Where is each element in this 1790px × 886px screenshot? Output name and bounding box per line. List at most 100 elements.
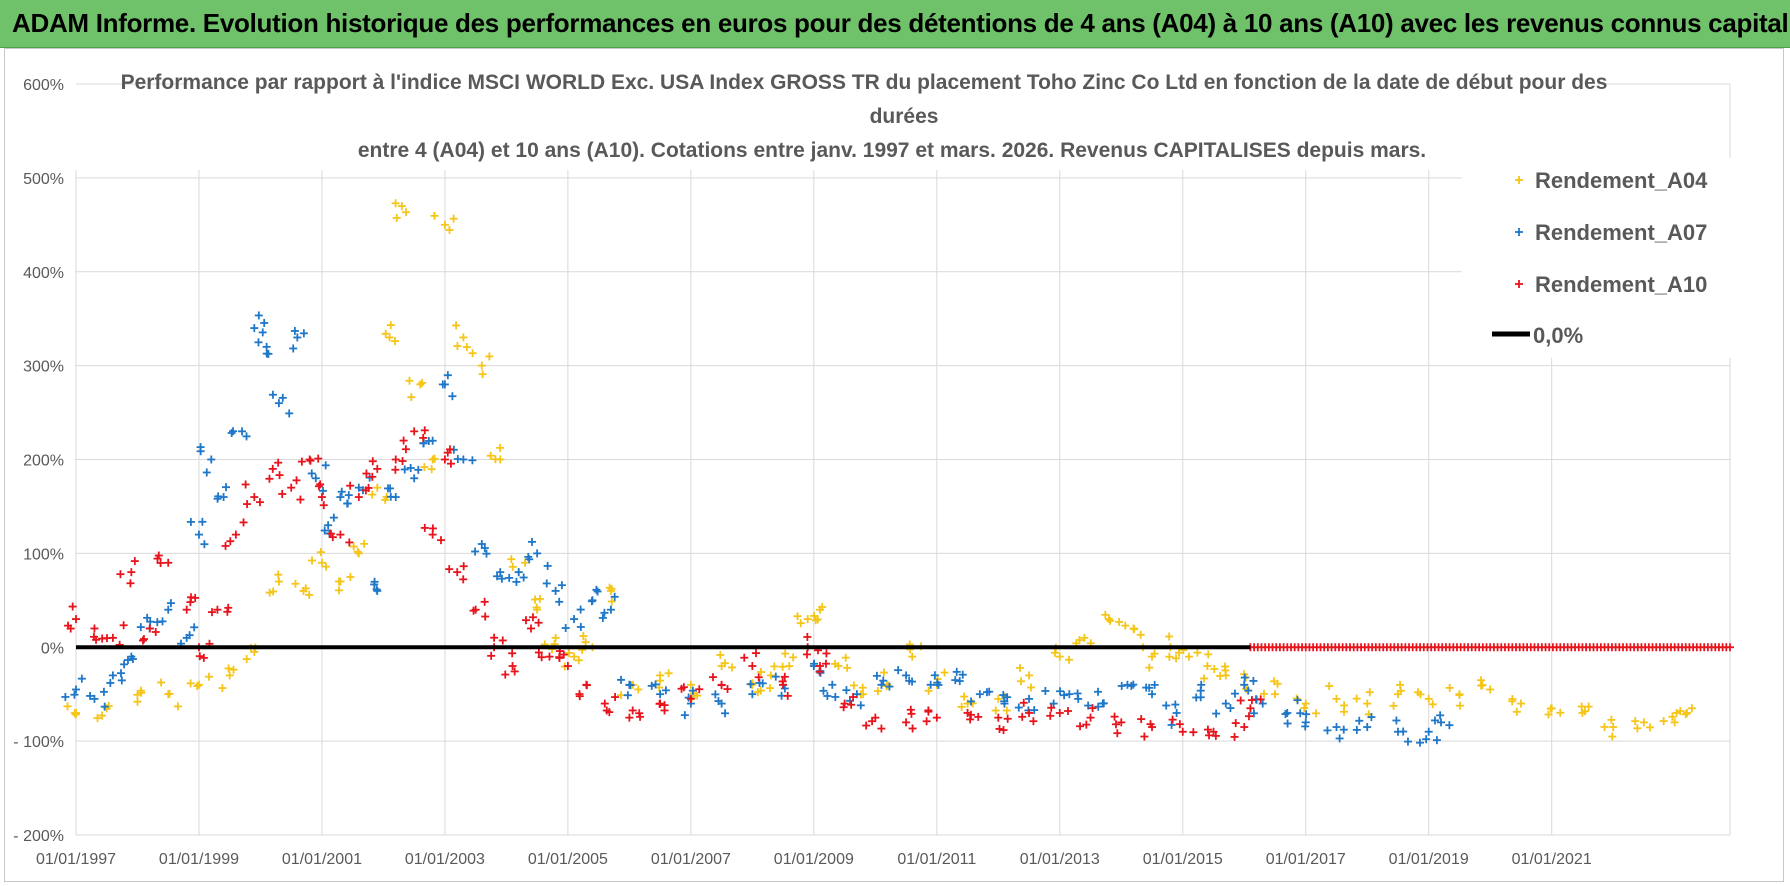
- a10-point: [420, 523, 429, 532]
- a07-point: [1041, 686, 1050, 695]
- a10-point: [600, 699, 609, 708]
- a07-point: [1296, 709, 1305, 718]
- a07-point: [1099, 699, 1108, 708]
- a07-point: [90, 694, 99, 703]
- a07-point: [264, 349, 273, 358]
- a10-point: [119, 621, 128, 630]
- a07-point: [617, 675, 626, 684]
- a10-point: [655, 699, 664, 708]
- a07-point: [512, 577, 521, 586]
- a10-point: [1019, 698, 1028, 707]
- a10-point: [847, 700, 856, 709]
- a07-point: [576, 605, 585, 614]
- a04-point: [1002, 706, 1011, 715]
- a07-point: [146, 617, 155, 626]
- a10-point: [501, 670, 510, 679]
- a07-point: [1445, 721, 1454, 730]
- a07-point: [278, 393, 287, 402]
- x-tick-label: 01/01/2007: [651, 851, 731, 868]
- a10-point: [575, 692, 584, 701]
- a10-point: [391, 455, 400, 464]
- a07-point: [514, 568, 523, 577]
- legend-plus-marker: [1515, 176, 1523, 184]
- a10-point: [250, 493, 259, 502]
- a10-point: [153, 554, 162, 563]
- a07-point: [497, 574, 506, 583]
- a07-point: [99, 687, 108, 696]
- a07-point: [661, 686, 670, 695]
- a10-point: [932, 713, 941, 722]
- a10-point: [445, 565, 454, 574]
- a04-point: [485, 352, 494, 361]
- a10-point: [116, 570, 125, 579]
- legend-item-a04: Rendement_A04: [1515, 168, 1708, 193]
- a07-point: [324, 521, 333, 530]
- a04-point: [194, 680, 203, 689]
- a04-point: [225, 671, 234, 680]
- chart-title-line-3: entre 4 (A04) et 10 ans (A10). Cotations…: [358, 139, 1426, 162]
- a10-point: [275, 471, 284, 480]
- a04-point: [843, 663, 852, 672]
- a07-point: [1403, 737, 1412, 746]
- a07-point: [1127, 681, 1136, 690]
- a07-point: [967, 697, 976, 706]
- a04-point: [1352, 694, 1361, 703]
- a07-point: [70, 690, 79, 699]
- a04-point: [1389, 701, 1398, 710]
- a10-point: [740, 653, 749, 662]
- a10-point: [265, 474, 274, 483]
- a07-point: [299, 329, 308, 338]
- a04-point: [229, 665, 238, 674]
- a10-point: [815, 667, 824, 676]
- a04-point: [157, 678, 166, 687]
- legend-marker-a04: [1515, 176, 1523, 184]
- a10-point: [1246, 704, 1255, 713]
- a04-point: [368, 490, 377, 499]
- a10-point: [1047, 703, 1056, 712]
- x-tick-label: 01/01/2003: [405, 851, 485, 868]
- a10-point: [145, 624, 154, 633]
- a04-point: [1121, 621, 1130, 630]
- a04-point: [71, 710, 80, 719]
- a04-point: [274, 577, 283, 586]
- a07-point: [780, 684, 789, 693]
- a10-point: [399, 436, 408, 445]
- a07-point: [894, 666, 903, 675]
- a10-point: [102, 634, 111, 643]
- a10-point: [717, 681, 726, 690]
- legend-plus-marker: [1515, 280, 1523, 288]
- a07-point: [214, 492, 223, 501]
- a07-point: [120, 660, 129, 669]
- a04-point: [1486, 685, 1495, 694]
- a07-point: [1196, 693, 1205, 702]
- a07-point: [86, 691, 95, 700]
- a07-point: [1283, 708, 1292, 717]
- a10-point: [255, 498, 264, 507]
- legend-label-zero: 0,0%: [1533, 323, 1583, 348]
- a04-point: [401, 208, 410, 217]
- a10-point: [306, 456, 315, 465]
- a10-point: [559, 650, 568, 659]
- a10-point: [139, 635, 148, 644]
- legend-plus-marker: [1515, 228, 1523, 236]
- x-axis-ticks: 01/01/1997 01/01/1999 01/01/2001 01/01/2003…: [36, 851, 1592, 868]
- x-tick-label: 01/01/2013: [1020, 851, 1100, 868]
- a04-point: [1172, 654, 1181, 663]
- a10-point: [68, 602, 77, 611]
- a07-point: [106, 678, 115, 687]
- a07-point: [100, 702, 109, 711]
- a10-point: [373, 464, 382, 473]
- a04-point: [133, 697, 142, 706]
- a04-point: [486, 451, 495, 460]
- a10-point: [368, 457, 377, 466]
- a10-point: [243, 500, 252, 509]
- a07-point: [289, 344, 298, 353]
- a04-point: [165, 689, 174, 698]
- a07-point: [1162, 701, 1171, 710]
- a10-point: [182, 605, 191, 614]
- a10-point: [625, 713, 634, 722]
- a04-point: [803, 615, 812, 624]
- a07-point: [505, 573, 514, 582]
- a10-point: [151, 627, 160, 636]
- a07-point: [1244, 686, 1253, 695]
